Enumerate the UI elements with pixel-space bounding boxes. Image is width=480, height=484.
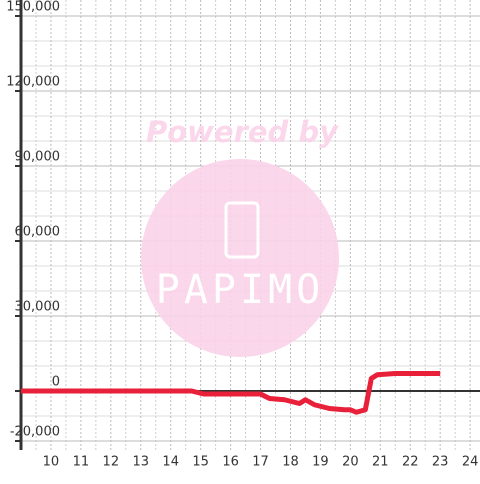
y-tick-label: 90,000 xyxy=(15,150,61,165)
x-tick-label: 24 xyxy=(462,455,479,470)
watermark-phone xyxy=(224,201,260,259)
watermark-title: Powered by xyxy=(146,115,339,149)
x-tick-label: 19 xyxy=(312,455,329,470)
x-tick-label: 20 xyxy=(342,455,359,470)
plot: -20,000 0 30,000 60,000 90,000 120,000 150,000… xyxy=(6,0,478,470)
x-tick-label: 12 xyxy=(103,455,120,470)
y-tick-label: 30,000 xyxy=(15,300,61,315)
x-tick-label: 13 xyxy=(132,455,149,470)
y-tick-label: 60,000 xyxy=(15,225,61,240)
x-tick-label: 10 xyxy=(43,455,60,470)
x-tick-label: 16 xyxy=(222,455,239,470)
y-tick-label: 150,000 xyxy=(6,0,60,15)
watermark-brand: PAPIMO xyxy=(156,267,325,313)
x-tick-label: 18 xyxy=(282,455,299,470)
x-tick-label: 23 xyxy=(432,455,449,470)
x-tick-label: 15 xyxy=(192,455,209,470)
y-tick-label: -20,000 xyxy=(10,425,60,440)
x-tick-label: 11 xyxy=(73,455,90,470)
y-tick-label: 120,000 xyxy=(6,75,60,90)
x-tick-label: 14 xyxy=(162,455,179,470)
watermark: Powered by PAPIMO xyxy=(141,115,339,357)
x-tick-label: 17 xyxy=(252,455,269,470)
y-tick-label: 0 xyxy=(52,375,60,390)
line-series xyxy=(21,371,441,415)
x-tick-label: 22 xyxy=(402,455,419,470)
x-tick-label: 21 xyxy=(372,455,389,470)
